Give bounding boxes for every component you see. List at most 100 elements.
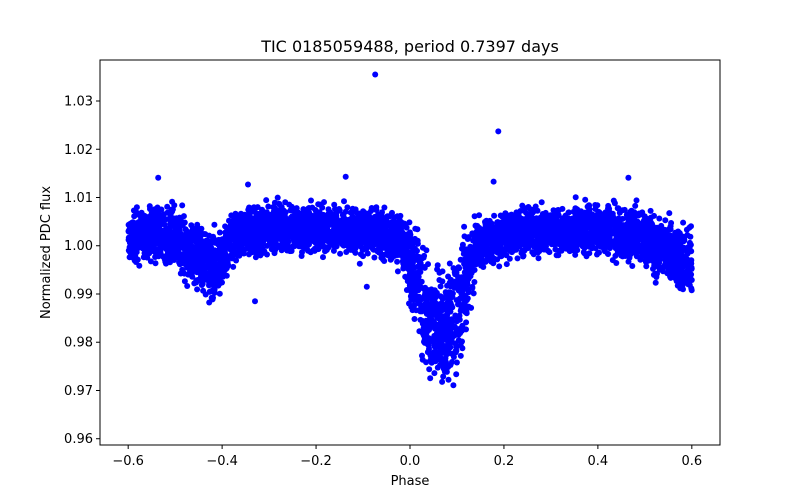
data-point xyxy=(549,231,556,238)
data-point xyxy=(228,245,235,251)
data-point xyxy=(421,264,428,270)
data-point xyxy=(634,225,641,232)
data-point xyxy=(649,253,656,260)
data-point xyxy=(265,203,272,210)
data-point xyxy=(294,235,301,242)
data-point xyxy=(411,235,418,242)
data-point xyxy=(431,343,438,350)
data-point xyxy=(447,344,454,351)
data-point xyxy=(452,278,459,285)
data-point xyxy=(548,241,555,248)
data-point xyxy=(406,300,412,307)
data-point xyxy=(582,196,589,203)
data-point xyxy=(204,237,210,244)
data-point xyxy=(397,212,404,219)
data-point xyxy=(234,252,241,259)
data-point xyxy=(258,221,265,228)
data-point xyxy=(440,373,447,380)
data-point xyxy=(325,244,332,251)
data-point xyxy=(439,378,446,385)
data-point xyxy=(191,250,198,257)
data-point xyxy=(453,371,460,378)
data-point xyxy=(445,376,452,383)
data-point xyxy=(527,238,534,245)
data-point xyxy=(580,242,587,249)
data-point xyxy=(151,206,158,213)
data-point xyxy=(462,308,469,315)
data-point xyxy=(470,290,477,297)
data-point xyxy=(652,279,659,286)
data-point xyxy=(185,235,192,242)
data-point xyxy=(569,246,575,253)
data-point xyxy=(505,213,512,220)
data-point xyxy=(155,212,162,219)
data-point xyxy=(359,246,366,253)
data-point xyxy=(440,360,447,367)
data-point xyxy=(535,217,542,224)
data-point xyxy=(605,202,612,209)
data-point xyxy=(336,206,343,212)
data-point xyxy=(645,257,652,264)
data-point xyxy=(287,226,293,233)
data-point xyxy=(322,212,329,219)
data-point xyxy=(194,231,200,238)
data-point xyxy=(193,279,200,286)
data-point xyxy=(629,263,636,269)
data-point xyxy=(627,209,634,215)
data-point xyxy=(194,286,201,293)
data-point xyxy=(588,211,595,218)
data-point xyxy=(184,283,191,289)
data-point xyxy=(650,223,657,230)
data-point xyxy=(402,273,409,280)
data-point xyxy=(431,370,438,377)
data-point xyxy=(416,260,423,267)
data-point xyxy=(208,263,215,270)
data-point xyxy=(464,236,471,242)
data-point xyxy=(222,229,229,236)
data-point xyxy=(206,288,213,295)
data-point xyxy=(553,252,560,259)
data-point xyxy=(446,260,453,267)
data-point xyxy=(294,209,301,216)
data-point xyxy=(229,220,236,227)
data-point xyxy=(340,213,347,220)
data-point xyxy=(428,359,435,366)
data-point xyxy=(208,237,215,244)
data-point xyxy=(668,220,675,226)
data-point xyxy=(360,253,366,260)
data-point xyxy=(390,225,397,232)
data-point xyxy=(312,214,319,221)
data-point xyxy=(147,258,154,265)
data-point xyxy=(274,213,281,220)
data-point xyxy=(534,249,541,256)
data-point xyxy=(411,302,418,309)
data-point xyxy=(133,204,140,211)
data-point xyxy=(574,214,581,221)
data-point xyxy=(299,249,305,256)
data-point xyxy=(411,316,418,322)
data-point xyxy=(303,225,310,232)
data-point xyxy=(455,264,462,271)
data-point xyxy=(608,218,615,225)
data-point xyxy=(616,209,623,216)
data-point xyxy=(688,260,695,267)
data-point xyxy=(198,277,205,284)
data-point xyxy=(686,282,693,289)
data-point xyxy=(645,232,652,238)
data-point xyxy=(461,223,468,230)
data-point xyxy=(406,270,413,277)
data-point xyxy=(398,219,405,226)
data-point xyxy=(337,250,344,257)
data-point xyxy=(206,280,213,287)
data-point xyxy=(316,201,323,208)
data-point xyxy=(676,241,683,248)
data-point xyxy=(405,237,412,243)
data-point xyxy=(540,239,547,245)
data-point xyxy=(332,235,338,242)
data-point xyxy=(684,232,691,238)
data-point xyxy=(320,254,326,261)
data-point xyxy=(396,248,403,255)
data-point xyxy=(350,214,357,221)
data-point xyxy=(321,228,328,235)
data-point xyxy=(341,198,347,205)
